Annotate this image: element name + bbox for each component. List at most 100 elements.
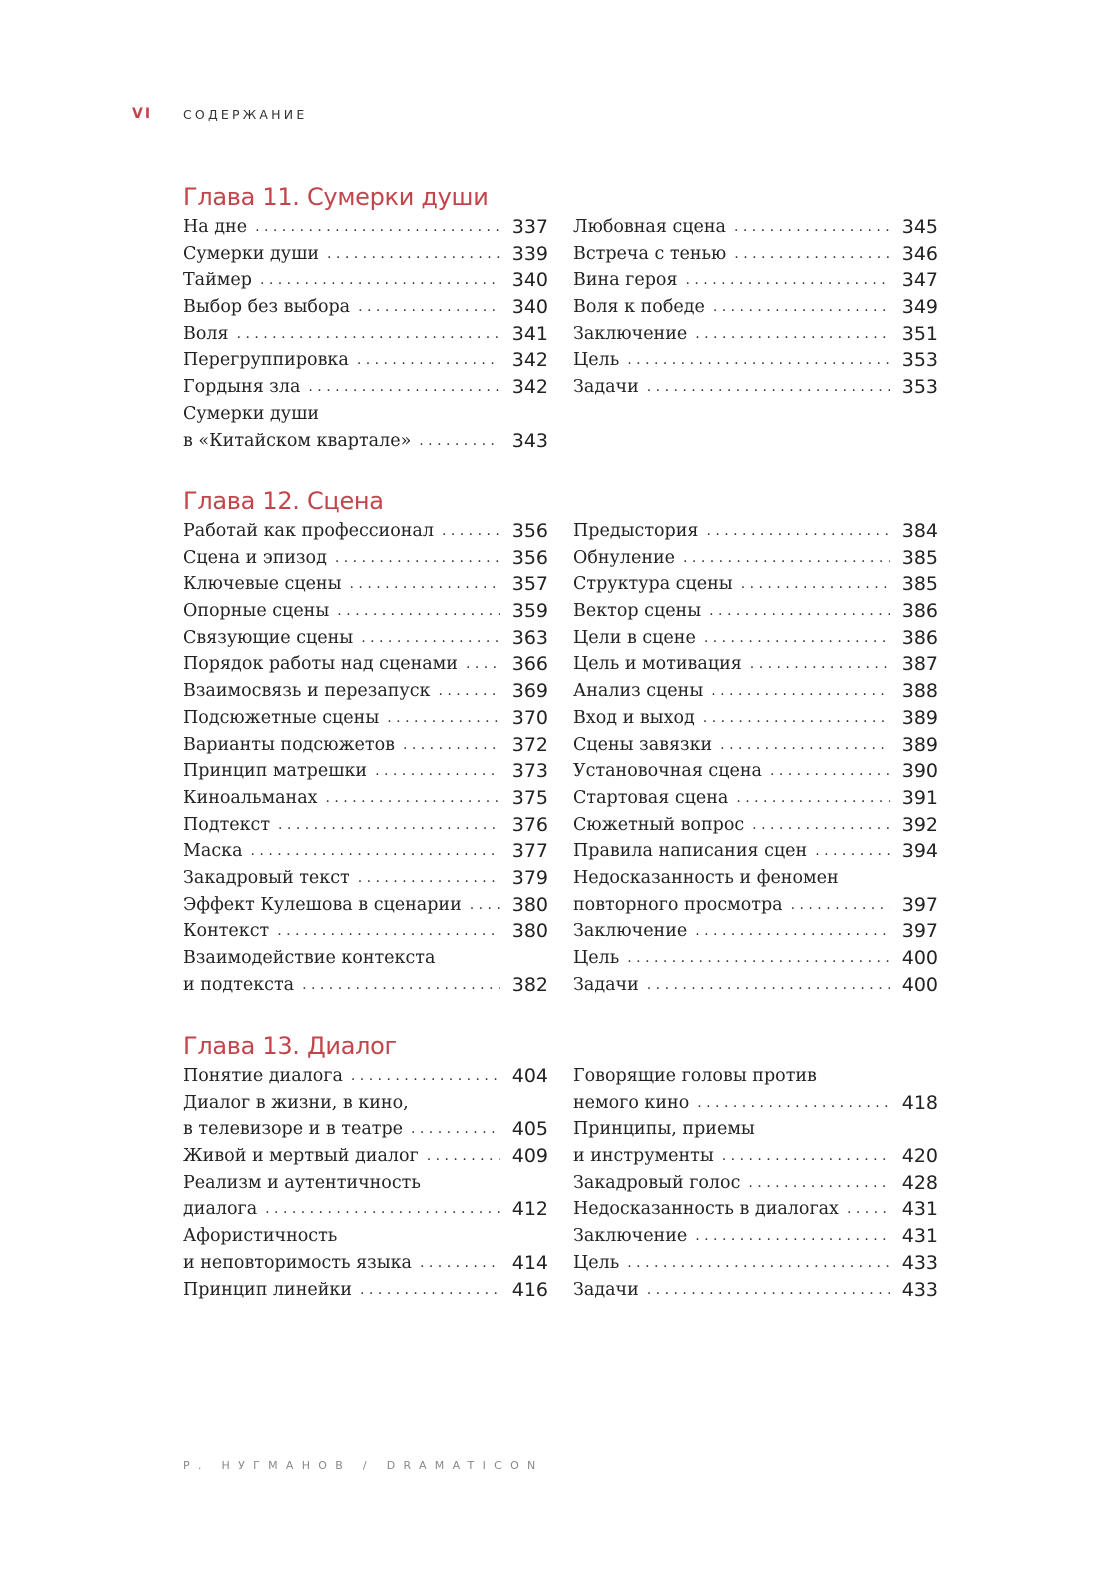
toc-entry[interactable]: Варианты подсюжетов 372 <box>183 732 548 759</box>
toc-entry[interactable]: Недосказанность в диалогах 431 <box>573 1196 938 1223</box>
toc-entry[interactable]: Задачи 433 <box>573 1277 938 1304</box>
toc-entry[interactable]: Структура сцены 385 <box>573 571 938 598</box>
toc-entry[interactable]: Живой и мертвый диалог 409 <box>183 1143 548 1170</box>
toc-entry[interactable]: Выбор без выбора 340 <box>183 294 548 321</box>
entry-page-number: 380 <box>511 893 548 916</box>
entry-page-number: 357 <box>511 573 548 596</box>
toc-entry[interactable]: Перегруппировка 342 <box>183 347 548 374</box>
entry-title: Афористичность <box>183 1226 338 1247</box>
toc-entry[interactable]: Эффект Кулешова в сценарии 380 <box>183 892 548 919</box>
toc-entry[interactable]: Контекст 380 <box>183 918 548 945</box>
toc-entry[interactable]: Ключевые сцены 357 <box>183 571 548 598</box>
dot-leader <box>791 892 890 919</box>
entry-page-number: 431 <box>901 1198 938 1221</box>
dot-leader <box>308 374 500 401</box>
toc-entry[interactable]: Сумерки души 339 <box>183 241 548 268</box>
toc-entry[interactable]: Цели в сцене 386 <box>573 625 938 652</box>
toc-entry[interactable]: Понятие диалога 404 <box>183 1063 548 1090</box>
toc-entry[interactable]: Маска 377 <box>183 838 548 865</box>
entry-page-number: 356 <box>511 546 548 569</box>
toc-entry[interactable]: Афористичность и неповторимость языка 414 <box>183 1223 548 1276</box>
toc-entry[interactable]: Воля 341 <box>183 321 548 348</box>
entry-title: Правила написания сцен <box>573 841 808 862</box>
toc-entry[interactable]: Установочная сцена 390 <box>573 758 938 785</box>
entry-page-number: 346 <box>901 242 938 265</box>
dot-leader <box>703 705 890 732</box>
toc-entry[interactable]: Сцена и эпизод 356 <box>183 545 548 572</box>
toc-entry[interactable]: Задачи 353 <box>573 374 938 401</box>
toc-entry[interactable]: Цель 353 <box>573 347 938 374</box>
toc-entry[interactable]: Сюжетный вопрос 392 <box>573 812 938 839</box>
dot-leader <box>627 347 890 374</box>
toc-entry[interactable]: Вход и выход 389 <box>573 705 938 732</box>
toc-entry[interactable]: Заключение 351 <box>573 321 938 348</box>
entry-page-number: 433 <box>901 1251 938 1274</box>
toc-entry[interactable]: Правила написания сцен 394 <box>573 838 938 865</box>
entry-title: Заключение <box>573 921 688 942</box>
dot-leader <box>741 571 890 598</box>
entry-page-number: 339 <box>511 242 548 265</box>
toc-entry[interactable]: Взаимосвязь и перезапуск 369 <box>183 678 548 705</box>
entry-page-number: 353 <box>901 376 938 399</box>
toc-entry[interactable]: Подсюжетные сцены 370 <box>183 705 548 732</box>
toc-entry[interactable]: Цель 433 <box>573 1250 938 1277</box>
entry-title: и подтекста <box>183 974 295 995</box>
toc-entry[interactable]: Закадровый голос 428 <box>573 1170 938 1197</box>
toc-entry[interactable]: Стартовая сцена 391 <box>573 785 938 812</box>
toc-entry[interactable]: Встреча с тенью 346 <box>573 241 938 268</box>
toc-entry[interactable]: Задачи 400 <box>573 972 938 999</box>
toc-entry[interactable]: Закадровый текст 379 <box>183 865 548 892</box>
toc-entry[interactable]: Работай как профессионал 356 <box>183 518 548 545</box>
toc-entry[interactable]: Взаимодействие контекста и подтекста 382 <box>183 945 548 998</box>
toc-entry[interactable]: Говорящие головы против немого кино 418 <box>573 1063 938 1116</box>
entry-title: Вектор сцены <box>573 601 702 622</box>
toc-entry[interactable]: Заключение 431 <box>573 1223 938 1250</box>
dot-leader <box>237 321 500 348</box>
entry-title: немого кино <box>573 1092 690 1113</box>
entry-title: Цели в сцене <box>573 627 696 648</box>
toc-entry[interactable]: Порядок работы над сценами 366 <box>183 651 548 678</box>
toc-entry[interactable]: Недосказанность и феномен повторного прос… <box>573 865 938 918</box>
entry-title: Сумерки души <box>183 403 320 424</box>
toc-entry[interactable]: Таймер 340 <box>183 267 548 294</box>
toc-entry[interactable]: Подтекст 376 <box>183 812 548 839</box>
toc-entry[interactable]: На дне 337 <box>183 214 548 241</box>
entry-page-number: 353 <box>901 349 938 372</box>
toc-entry[interactable]: Принцип матрешки 373 <box>183 758 548 785</box>
entry-page-number: 351 <box>901 322 938 345</box>
toc-entry[interactable]: Реализм и аутентичность диалога 412 <box>183 1170 548 1223</box>
toc-entry[interactable]: Цель 400 <box>573 945 938 972</box>
entry-title: Структура сцены <box>573 574 733 595</box>
toc-entry[interactable]: Вина героя 347 <box>573 267 938 294</box>
toc-entry[interactable]: Воля к победе 349 <box>573 294 938 321</box>
toc-entry[interactable]: Связующие сцены 363 <box>183 625 548 652</box>
toc-entry[interactable]: Сцены завязки 389 <box>573 732 938 759</box>
entry-title: Понятие диалога <box>183 1066 343 1086</box>
toc-entry[interactable]: Киноальманах 375 <box>183 785 548 812</box>
entry-page-number: 376 <box>511 813 548 836</box>
dot-leader <box>683 545 890 572</box>
toc-entry[interactable]: Заключение 397 <box>573 918 938 945</box>
entry-page-number: 382 <box>511 973 548 996</box>
toc-entry[interactable]: Сумерки души в «Китайском квартале» 343 <box>183 401 548 454</box>
toc-entry[interactable]: Диалог в жизни, в кино, в телевизоре и в … <box>183 1090 548 1143</box>
toc-entry[interactable]: Любовная сцена 345 <box>573 214 938 241</box>
toc-entry[interactable]: Вектор сцены 386 <box>573 598 938 625</box>
dot-leader <box>686 267 891 294</box>
entry-title: Цель <box>573 350 620 371</box>
toc-entry[interactable]: Гордыня зла 342 <box>183 374 548 401</box>
dot-leader <box>466 651 500 678</box>
entry-page-number: 386 <box>901 600 938 623</box>
toc-entry[interactable]: Цель и мотивация 387 <box>573 651 938 678</box>
chapter-12: Глава 12. Сцена Работай как профессионал 3… <box>183 484 938 998</box>
toc-entry[interactable]: Анализ сцены 388 <box>573 678 938 705</box>
toc-entry[interactable]: Предыстория 384 <box>573 518 938 545</box>
toc-entry[interactable]: Опорные сцены 359 <box>183 598 548 625</box>
entry-page-number: 433 <box>901 1278 938 1301</box>
dot-leader <box>711 678 890 705</box>
dot-leader <box>627 945 890 972</box>
toc-entry[interactable]: Принцип линейки 416 <box>183 1277 548 1304</box>
entry-page-number: 345 <box>901 216 938 238</box>
toc-entry[interactable]: Принципы, приемы и инструменты 420 <box>573 1116 938 1169</box>
toc-entry[interactable]: Обнуление 385 <box>573 545 938 572</box>
